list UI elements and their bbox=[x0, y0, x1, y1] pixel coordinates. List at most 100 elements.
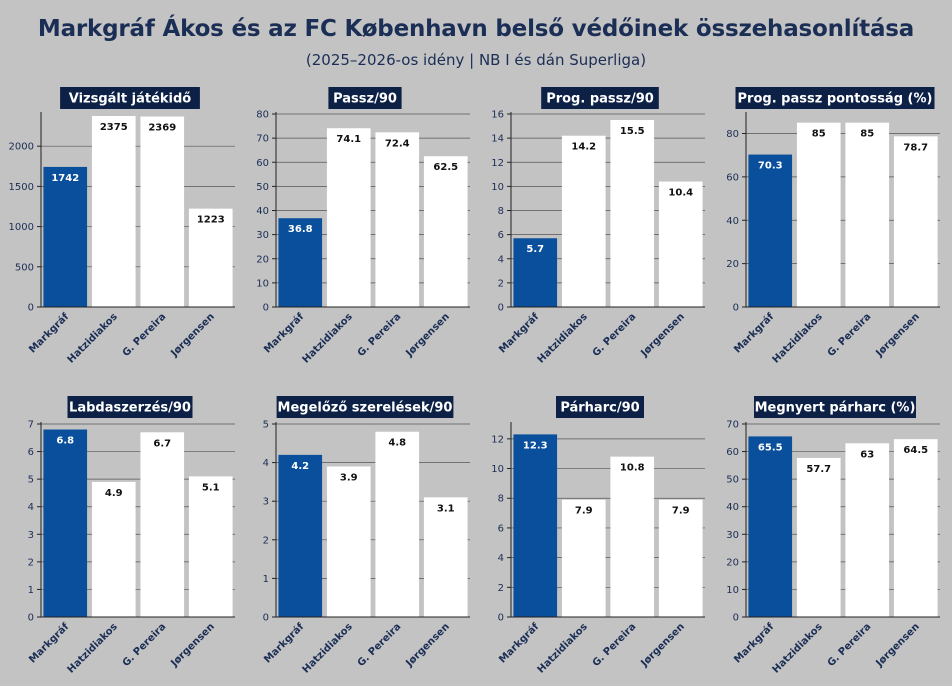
y-tick-label: 10 bbox=[491, 464, 504, 475]
data-label: 72.4 bbox=[385, 138, 410, 149]
y-tick-label: 1 bbox=[28, 585, 34, 596]
y-tick-label: 2 bbox=[498, 583, 504, 594]
x-tick-label: G. Pereira bbox=[121, 621, 169, 669]
y-tick-label: 50 bbox=[256, 182, 269, 193]
bar-hatzidiakos bbox=[326, 466, 371, 617]
bar-panel-6: Megelőző szerelések/90 0 1 2 3 4 5 4.2 Markgráf 3… bbox=[261, 396, 470, 676]
y-tick-label: 4 bbox=[498, 553, 504, 564]
x-tick-label: Hatzidiakos bbox=[536, 311, 590, 365]
x-tick-label: G. Pereira bbox=[591, 311, 639, 359]
x-tick-label: Jørgensen bbox=[403, 311, 451, 359]
y-tick-label: 40 bbox=[256, 206, 269, 217]
panel-title-band bbox=[276, 396, 454, 418]
data-label: 5.1 bbox=[202, 482, 220, 493]
data-label: 10.4 bbox=[668, 188, 693, 199]
panel-title: Prog. passz pontosság (%) bbox=[738, 92, 933, 107]
panel-title-band bbox=[541, 87, 659, 109]
data-label: 6.8 bbox=[56, 436, 74, 447]
y-tick-label: 4 bbox=[498, 254, 504, 265]
x-tick-label: Jørgensen bbox=[873, 621, 921, 669]
bar-g-pereira bbox=[610, 120, 655, 307]
y-tick-label: 2000 bbox=[9, 142, 34, 153]
y-tick-label: 50 bbox=[726, 475, 739, 486]
data-label: 62.5 bbox=[433, 162, 458, 173]
data-label: 3.9 bbox=[340, 472, 358, 483]
y-tick-label: 3 bbox=[28, 530, 34, 541]
y-tick-label: 4 bbox=[28, 502, 34, 513]
y-tick-label: 20 bbox=[256, 254, 269, 265]
bar-jørgensen bbox=[893, 439, 938, 617]
data-label: 63 bbox=[860, 449, 874, 460]
y-tick-label: 12 bbox=[491, 434, 504, 445]
x-tick-label: G. Pereira bbox=[826, 311, 874, 359]
bar-jørgensen bbox=[423, 156, 468, 307]
bar-jørgensen bbox=[658, 499, 703, 617]
x-tick-label: Markgráf bbox=[496, 310, 541, 355]
y-tick-label: 0 bbox=[498, 613, 504, 624]
bar-g-pereira bbox=[610, 456, 655, 617]
panel-title: Prog. passz/90 bbox=[546, 92, 654, 107]
bar-jørgensen bbox=[188, 476, 233, 617]
bar-panel-4: Prog. passz pontosság (%) 0 20 40 60 80 70.3 Ma… bbox=[726, 87, 940, 366]
x-tick-label: G. Pereira bbox=[356, 311, 404, 359]
bar-panel-5: Labdaszerzés/90 0 1 2 3 4 5 6 7 6.8 Markgráf 4.9 Hat… bbox=[26, 396, 235, 676]
bar-jørgensen bbox=[188, 208, 233, 307]
y-tick-label: 0 bbox=[733, 303, 739, 314]
y-tick-label: 2 bbox=[28, 557, 34, 568]
bar-panel-2: Passz/90 0 10 20 30 40 50 60 70 80 36.8 Markgráf 74.… bbox=[256, 87, 470, 366]
data-label: 64.5 bbox=[903, 445, 928, 456]
data-label: 85 bbox=[860, 129, 874, 140]
y-tick-label: 6 bbox=[28, 447, 34, 458]
x-tick-label: Hatzidiakos bbox=[301, 621, 355, 675]
y-tick-label: 60 bbox=[726, 172, 739, 183]
y-tick-label: 12 bbox=[491, 158, 504, 169]
data-label: 2369 bbox=[148, 122, 176, 133]
data-label: 7.9 bbox=[672, 506, 690, 517]
y-tick-label: 30 bbox=[726, 530, 739, 541]
data-label: 57.7 bbox=[806, 464, 831, 475]
y-tick-label: 70 bbox=[256, 134, 269, 145]
x-tick-label: Markgráf bbox=[261, 620, 306, 665]
panel-title-band bbox=[328, 87, 402, 109]
data-label: 2375 bbox=[100, 122, 128, 133]
data-label: 1223 bbox=[197, 215, 225, 226]
x-tick-label: Hatzidiakos bbox=[66, 311, 120, 365]
y-tick-label: 8 bbox=[498, 206, 504, 217]
data-label: 74.1 bbox=[336, 134, 361, 145]
x-tick-label: Hatzidiakos bbox=[301, 311, 355, 365]
bar-jørgensen bbox=[658, 181, 703, 307]
y-tick-label: 0 bbox=[28, 303, 34, 314]
data-label: 85 bbox=[812, 129, 826, 140]
y-tick-label: 0 bbox=[263, 613, 269, 624]
y-tick-label: 60 bbox=[256, 158, 269, 169]
bar-g-pereira bbox=[845, 443, 890, 617]
x-tick-label: Markgráf bbox=[261, 310, 306, 355]
y-tick-label: 500 bbox=[15, 262, 34, 273]
data-label: 78.7 bbox=[903, 142, 928, 153]
data-label: 10.8 bbox=[620, 463, 645, 474]
y-tick-label: 80 bbox=[726, 129, 739, 140]
data-label: 70.3 bbox=[758, 161, 783, 172]
panel-title-band bbox=[735, 87, 935, 109]
y-tick-label: 70 bbox=[726, 420, 739, 431]
data-label: 1742 bbox=[51, 173, 79, 184]
data-label: 15.5 bbox=[620, 126, 645, 137]
x-tick-label: Jørgensen bbox=[168, 621, 216, 669]
data-label: 4.8 bbox=[388, 438, 406, 449]
bar-jørgensen bbox=[893, 136, 938, 307]
y-tick-label: 10 bbox=[256, 278, 269, 289]
bar-markgr-f bbox=[278, 218, 323, 307]
data-label: 5.7 bbox=[526, 244, 544, 255]
bar-markgr-f bbox=[513, 238, 558, 307]
bar-hatzidiakos bbox=[326, 128, 371, 307]
y-tick-label: 1 bbox=[263, 574, 269, 585]
x-tick-label: Jørgensen bbox=[873, 311, 921, 359]
data-label: 12.3 bbox=[523, 440, 548, 451]
y-tick-label: 5 bbox=[263, 420, 269, 431]
x-tick-label: Markgráf bbox=[496, 620, 541, 665]
y-tick-label: 0 bbox=[263, 303, 269, 314]
x-tick-label: Hatzidiakos bbox=[771, 621, 825, 675]
x-tick-label: Hatzidiakos bbox=[771, 311, 825, 365]
x-tick-label: G. Pereira bbox=[121, 311, 169, 359]
panel-title: Megnyert párharc (%) bbox=[755, 401, 916, 416]
